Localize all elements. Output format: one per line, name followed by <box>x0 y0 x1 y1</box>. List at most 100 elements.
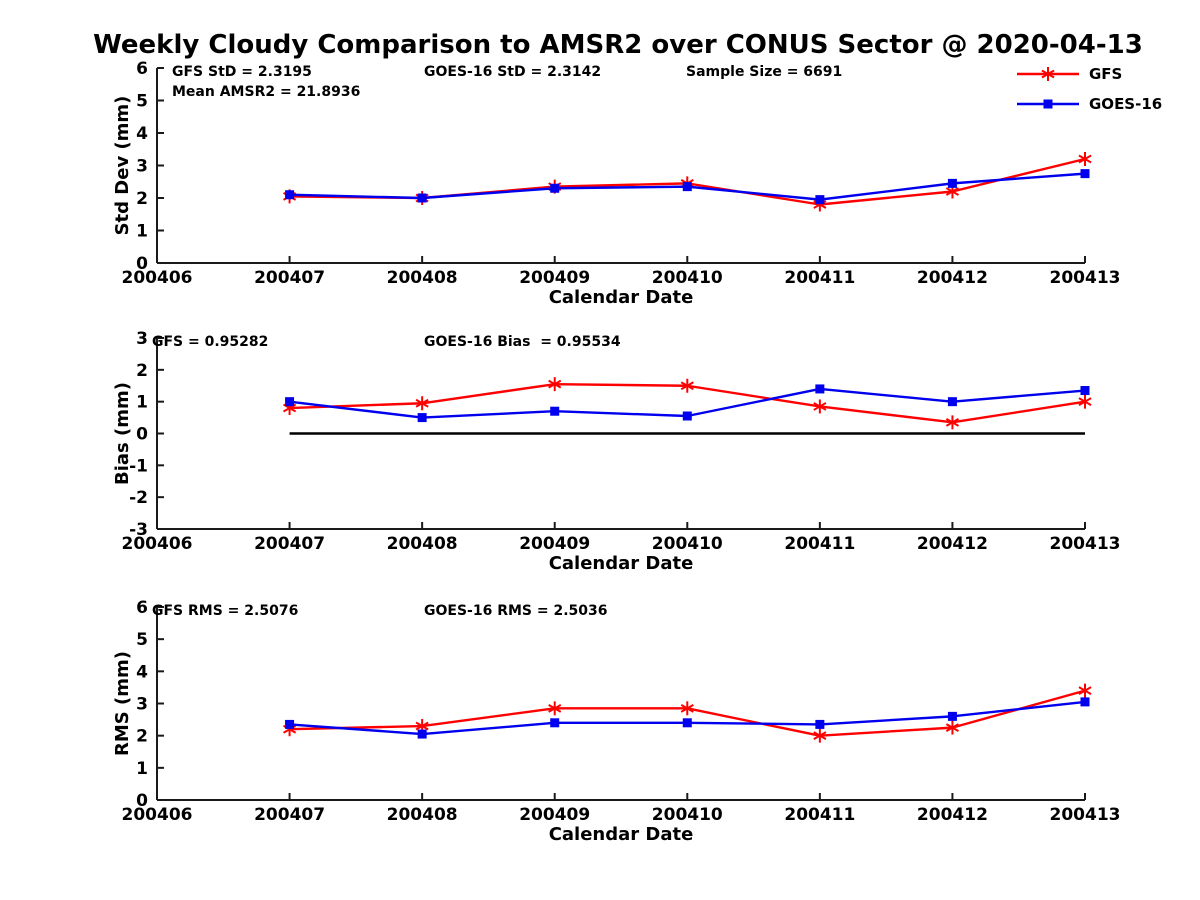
x-tick-label: 200409 <box>519 805 590 825</box>
y-tick-label: 0 <box>136 791 148 811</box>
goes-16-marker <box>285 719 295 729</box>
goes-16-marker <box>682 718 692 728</box>
goes-16-marker <box>417 193 427 203</box>
gfs-marker <box>1078 686 1092 695</box>
goes-16-marker <box>550 183 560 193</box>
x-tick-label: 200406 <box>122 268 193 288</box>
x-tick-label: 200407 <box>254 534 325 554</box>
x-tick-label: 200410 <box>652 805 723 825</box>
x-tick-label: 200409 <box>519 534 590 554</box>
y-tick-label: 3 <box>136 695 148 715</box>
legend-item-gfs: GFS <box>1016 65 1162 83</box>
y-tick-label: 1 <box>136 759 148 779</box>
stat-annotation: GOES-16 Bias = 0.95534 <box>424 334 621 350</box>
x-tick-label: 200410 <box>652 268 723 288</box>
gfs-marker <box>1078 154 1092 164</box>
stat-annotation: GFS = 0.95282 <box>152 334 268 350</box>
x-tick-label: 200409 <box>519 268 590 288</box>
bias-subplot: -3 -2 -1 0 1 2 3 200406 200407 200408 200409 200410… <box>112 329 1120 574</box>
std-dev-subplot: 0 1 2 3 4 5 6 200406 200407 200408 200409 200410 200… <box>112 59 1120 308</box>
y-tick-label: 2 <box>136 727 148 747</box>
gfs-marker <box>680 381 694 391</box>
goes-16-marker <box>285 397 295 407</box>
y-tick-label: 1 <box>136 222 148 242</box>
gfs-marker <box>415 398 429 408</box>
square-legend-swatch-icon <box>1017 99 1079 109</box>
rms-subplot: 0 1 2 3 4 5 6 200406 200407 200408 200409 200410 200… <box>112 598 1120 845</box>
x-tick-label: 200412 <box>917 268 988 288</box>
x-tick-label: 200410 <box>652 534 723 554</box>
goes-16-marker <box>1080 169 1090 179</box>
x-tick-label: 200411 <box>784 268 855 288</box>
x-axis-label: Calendar Date <box>549 824 694 845</box>
legend: GFS GOES-16 <box>1016 65 1162 126</box>
stat-annotation: GFS StD = 2.3195 <box>172 64 312 80</box>
y-tick-label: -2 <box>129 488 148 508</box>
x-tick-label: 200413 <box>1050 805 1121 825</box>
x-tick-label: 200408 <box>387 268 458 288</box>
x-axis-label: Calendar Date <box>549 553 694 574</box>
x-tick-label: 200412 <box>917 805 988 825</box>
asterisk-legend-swatch-icon <box>1017 67 1079 81</box>
goes-16-marker <box>682 182 692 192</box>
x-tick-label: 200413 <box>1050 534 1121 554</box>
y-tick-label: 6 <box>136 598 148 618</box>
goes-16-marker <box>550 406 560 416</box>
gfs-marker <box>945 723 959 732</box>
stat-annotation: GFS RMS = 2.5076 <box>152 603 298 619</box>
y-axis-label: Bias (mm) <box>112 382 133 485</box>
goes-16-marker <box>815 384 825 394</box>
goes-16-marker <box>947 711 957 721</box>
y-tick-label: 5 <box>136 92 148 112</box>
chart-title: Weekly Cloudy Comparison to AMSR2 over C… <box>93 30 1143 60</box>
gfs-marker <box>813 731 827 741</box>
x-tick-label: 200411 <box>784 805 855 825</box>
y-axis-label: Std Dev (mm) <box>112 96 133 236</box>
goes-16-marker <box>947 397 957 407</box>
y-tick-label: -1 <box>129 456 148 476</box>
goes-16-marker <box>1080 697 1090 707</box>
x-tick-label: 200408 <box>387 534 458 554</box>
goes-16-marker <box>947 178 957 188</box>
gfs-marker <box>945 187 959 196</box>
y-axis-label: RMS (mm) <box>112 651 133 756</box>
goes-16-marker <box>815 195 825 205</box>
y-tick-label: 2 <box>136 361 148 381</box>
x-tick-label: 200412 <box>917 534 988 554</box>
y-tick-label: 2 <box>136 189 148 209</box>
y-tick-label: 6 <box>136 59 148 79</box>
x-tick-label: 200406 <box>122 805 193 825</box>
stat-annotation: GOES-16 RMS = 2.5036 <box>424 603 608 619</box>
goes-16-marker <box>417 413 427 423</box>
gfs-marker <box>813 402 827 411</box>
x-tick-label: 200407 <box>254 268 325 288</box>
y-tick-label: 1 <box>136 393 148 413</box>
legend-label: GFS <box>1089 65 1123 83</box>
goes-16-marker <box>1080 386 1090 396</box>
goes-16-marker <box>682 411 692 421</box>
gfs-marker <box>548 379 562 389</box>
subplots-canvas: 0 1 2 3 4 5 6 200406 200407 200408 200409 200410 200… <box>112 59 1120 845</box>
y-tick-label: 3 <box>136 329 148 349</box>
y-tick-label: -3 <box>129 520 148 540</box>
x-tick-label: 200406 <box>122 534 193 554</box>
y-tick-label: 4 <box>136 662 148 682</box>
x-tick-label: 200408 <box>387 805 458 825</box>
legend-item-goes-16: GOES-16 <box>1016 95 1162 113</box>
legend-marker-icon <box>1043 99 1053 109</box>
x-tick-label: 200407 <box>254 805 325 825</box>
gfs-marker <box>945 417 959 427</box>
x-tick-label: 200411 <box>784 534 855 554</box>
gfs-marker <box>1078 397 1092 407</box>
stat-annotation: GOES-16 StD = 2.3142 <box>424 64 601 80</box>
x-tick-label: 200413 <box>1050 268 1121 288</box>
goes-16-marker <box>417 729 427 739</box>
goes-16-marker <box>815 719 825 729</box>
y-tick-label: 4 <box>136 124 148 144</box>
stat-annotation: Mean AMSR2 = 21.8936 <box>172 84 360 100</box>
legend-marker-icon <box>1041 69 1055 79</box>
gfs-marker <box>680 703 694 713</box>
goes-16-marker <box>550 718 560 728</box>
y-tick-label: 5 <box>136 630 148 650</box>
y-tick-label: 3 <box>136 157 148 177</box>
